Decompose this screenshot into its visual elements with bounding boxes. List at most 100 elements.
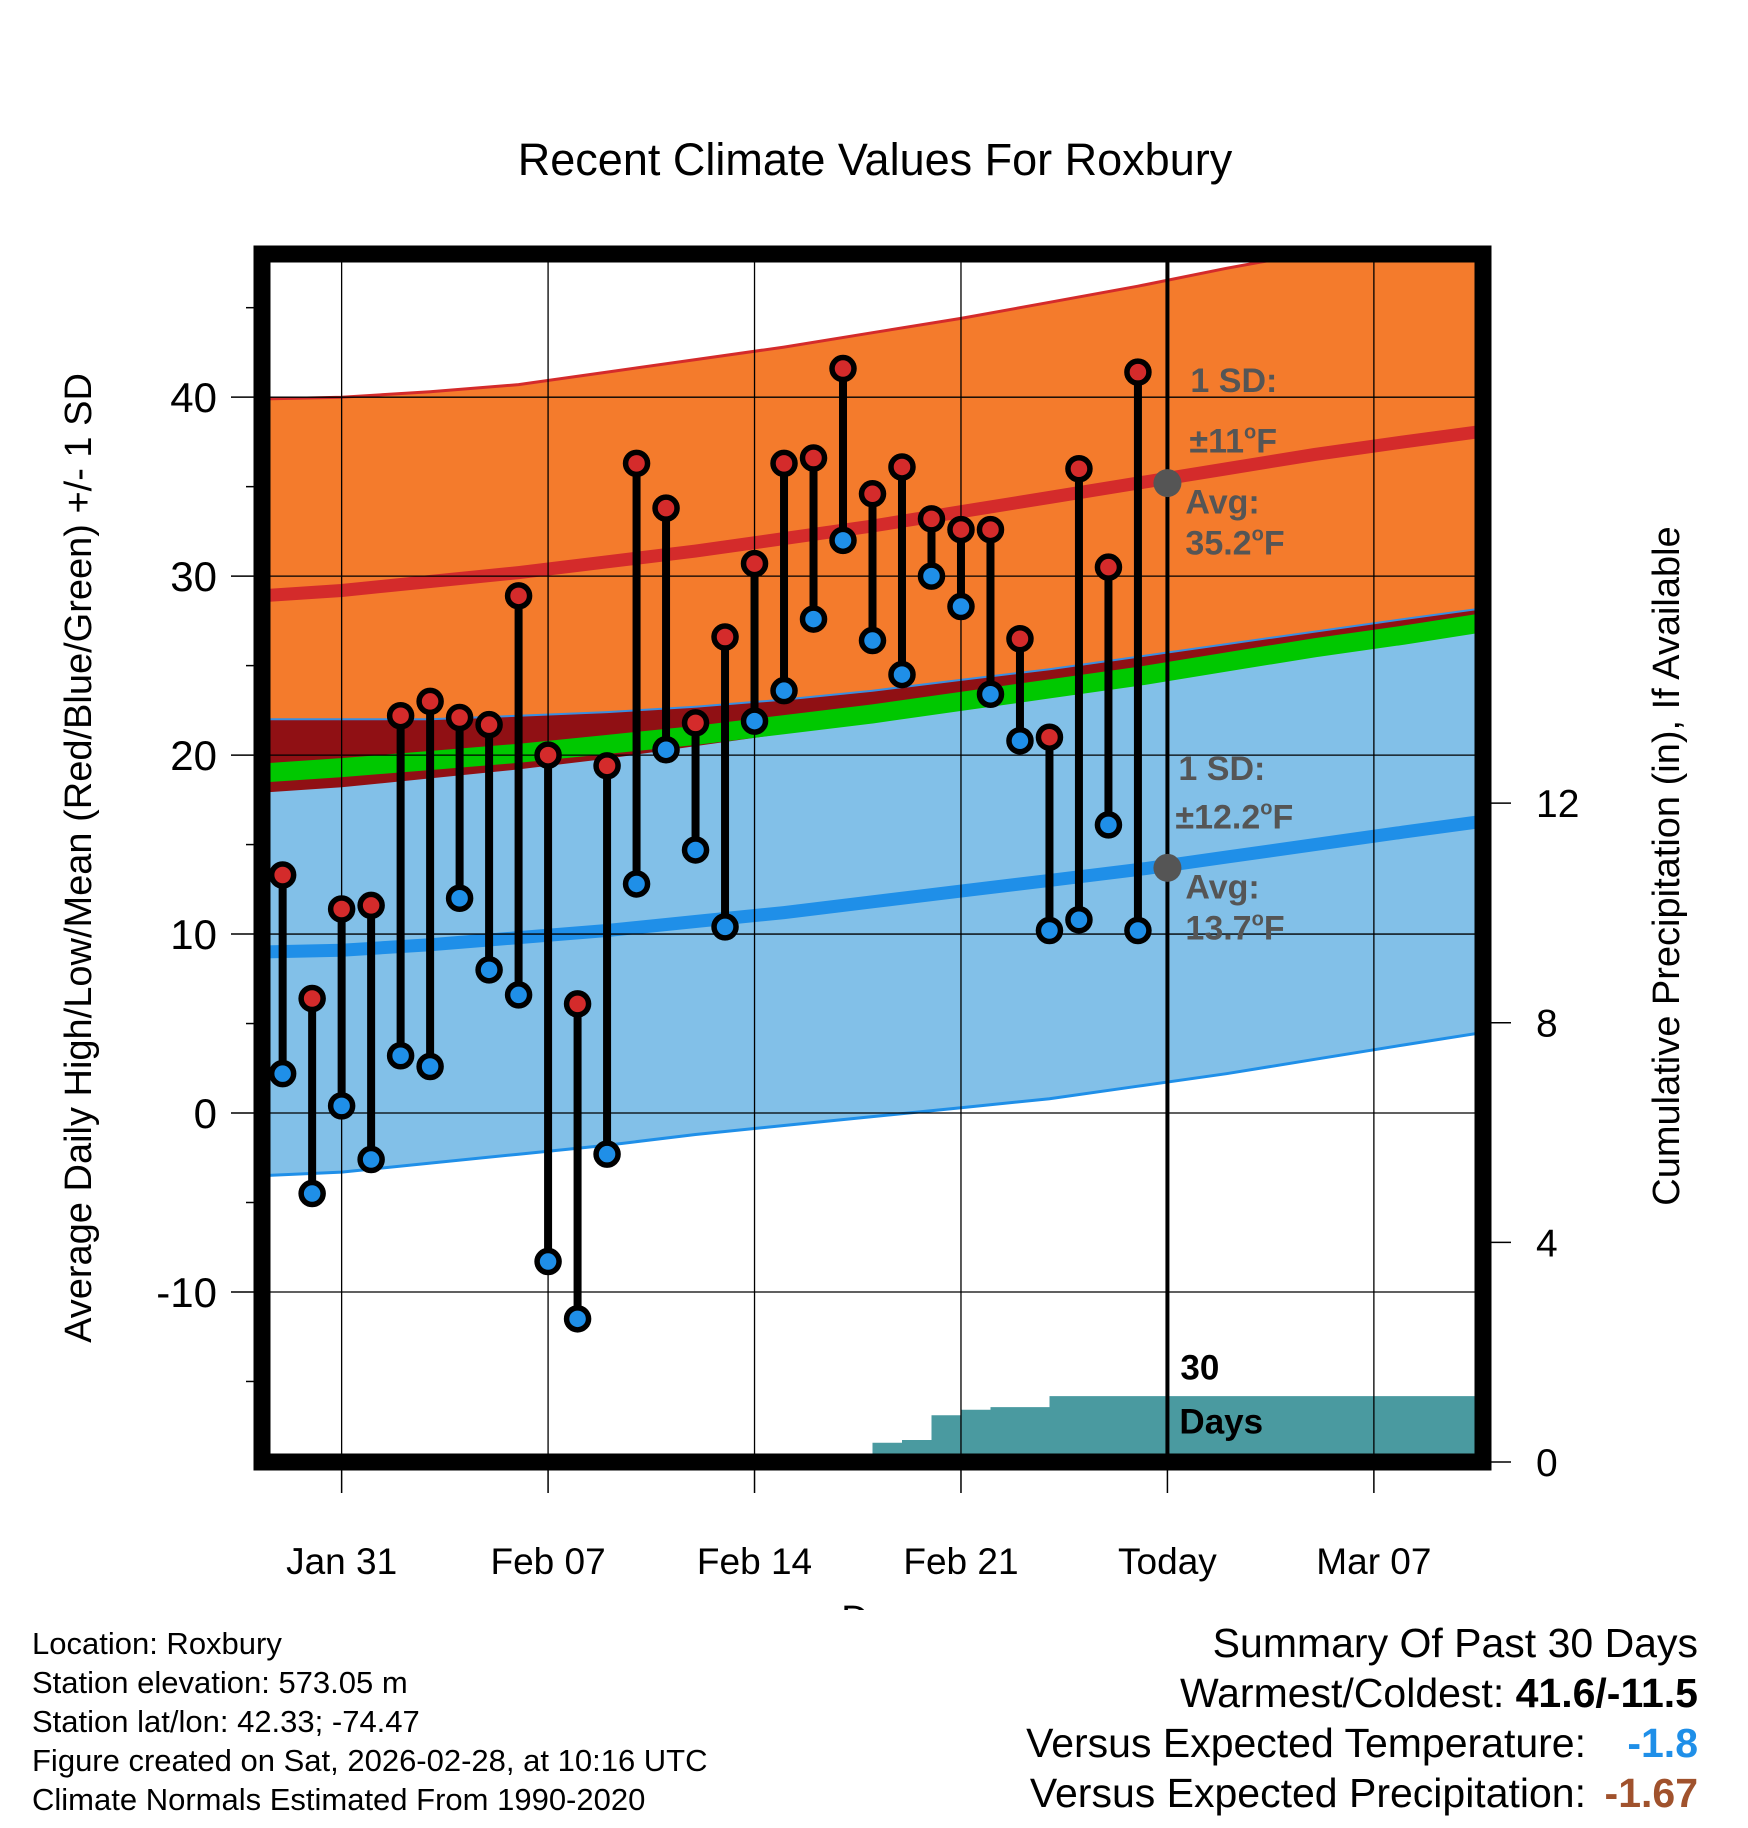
- y2-axis-label: Cumulative Precipitation (in), If Availa…: [1646, 526, 1688, 1205]
- precip-row: Versus Expected Precipitation: -1.67: [1026, 1768, 1698, 1818]
- daily-low-point: [740, 707, 769, 735]
- precip-value: -1.67: [1604, 1770, 1698, 1816]
- x-axis-label: Day: [841, 1599, 909, 1610]
- daily-high-point: [298, 984, 326, 1013]
- normals-text: Climate Normals Estimated From 1990-2020: [32, 1782, 646, 1817]
- daily-low-point: [327, 1092, 356, 1120]
- daily-high-point: [416, 687, 444, 716]
- daily-low-point: [386, 1042, 415, 1070]
- elevation-text: Station elevation: 573.05 m: [32, 1665, 408, 1700]
- daily-high-point: [799, 444, 828, 472]
- station-info: Location: Roxbury Station elevation: 573…: [32, 1624, 708, 1819]
- y-tick-label: -10: [156, 1269, 217, 1316]
- daily-low-point: [1065, 905, 1093, 934]
- daily-high-point: [445, 703, 474, 732]
- daily-high-point: [622, 449, 651, 478]
- high-sd-value: ±11oF: [1189, 422, 1277, 461]
- daily-low-point: [534, 1247, 562, 1276]
- y2-tick-label: 12: [1536, 783, 1579, 826]
- daily-low-point: [1124, 916, 1152, 945]
- daily-low-point: [357, 1145, 385, 1174]
- daily-low-point: [681, 836, 710, 864]
- daily-high-point: [829, 354, 857, 383]
- daily-high-point: [593, 752, 621, 780]
- summary-title: Summary Of Past 30 Days: [1212, 1620, 1698, 1666]
- y2-tick-label: 8: [1536, 1003, 1558, 1046]
- y-tick-label: 40: [170, 374, 217, 421]
- daily-low-point: [268, 1059, 297, 1088]
- low-avg-dot: [1153, 853, 1182, 882]
- daily-low-point: [475, 956, 503, 984]
- daily-high-point: [652, 494, 680, 522]
- daily-high-point: [711, 623, 739, 651]
- precip-label: Versus Expected Precipitation:: [1029, 1770, 1586, 1816]
- daily-low-point: [770, 676, 798, 705]
- y2-tick-label: 0: [1536, 1442, 1558, 1485]
- daily-low-point: [858, 626, 887, 655]
- daily-low-point: [652, 735, 680, 764]
- y-tick-label: 10: [170, 911, 217, 958]
- high-plus-sd-line: [266, 258, 1292, 401]
- temp-value: -1.8: [1627, 1720, 1698, 1766]
- daily-low-point: [593, 1140, 621, 1168]
- daily-low-point: [622, 870, 651, 898]
- warm-cold-value: 41.6/-11.5: [1515, 1670, 1698, 1716]
- low-sd-value: ±12.2oF: [1175, 797, 1293, 836]
- daily-high-point: [357, 891, 385, 920]
- daily-low-point: [829, 526, 857, 555]
- daily-high-point: [681, 709, 710, 737]
- daily-high-point: [917, 505, 946, 533]
- daily-high-point: [1065, 455, 1093, 483]
- days-label-text: Days: [1179, 1402, 1263, 1441]
- daily-low-point: [947, 592, 975, 621]
- daily-high-point: [1094, 553, 1123, 581]
- warm-cold-label: Warmest/Coldest:: [1179, 1670, 1516, 1716]
- daily-low-point: [976, 680, 1005, 708]
- daily-high-point: [327, 895, 356, 923]
- daily-high-point: [268, 861, 297, 889]
- y2-tick-label: 4: [1536, 1222, 1558, 1265]
- daily-high-point: [386, 701, 415, 730]
- daily-low-point: [1094, 811, 1123, 839]
- days-label-number: 30: [1180, 1349, 1219, 1388]
- chart-title: Recent Climate Values For Roxbury: [518, 134, 1233, 185]
- high-avg-label: Avg:: [1185, 483, 1259, 521]
- daily-high-point: [858, 480, 887, 508]
- daily-low-point: [888, 660, 916, 689]
- daily-high-point: [534, 741, 562, 769]
- created-text: Figure created on Sat, 2026-02-28, at 10…: [32, 1743, 708, 1778]
- low-avg-value: 13.7oF: [1185, 908, 1284, 947]
- low-avg-label: Avg:: [1185, 868, 1259, 906]
- low-minus-sd-line: [266, 1031, 1478, 1178]
- bottom-axis: Jan 31 Feb 07 Feb 14 Feb 21 Today Mar 07: [286, 1470, 1431, 1582]
- plot-frame: [253, 245, 1492, 1471]
- warm-cold-row: Warmest/Coldest: 41.6/-11.5: [1026, 1668, 1698, 1718]
- y-tick-label: 0: [194, 1090, 217, 1137]
- high-avg-dot: [1153, 469, 1182, 498]
- daily-low-point: [711, 913, 739, 941]
- location-text: Location: Roxbury: [32, 1626, 282, 1661]
- daily-bars: [268, 354, 1152, 1333]
- high-sd-label: 1 SD:: [1190, 362, 1277, 400]
- y-tick-label: 30: [170, 553, 217, 600]
- daily-high-point: [976, 515, 1005, 544]
- daily-low-point: [504, 981, 533, 1009]
- daily-high-point: [770, 449, 798, 478]
- temp-label: Versus Expected Temperature:: [1026, 1720, 1586, 1766]
- latlon-text: Station lat/lon: 42.33; -74.47: [32, 1704, 420, 1739]
- x-tick-label: Feb 21: [903, 1541, 1018, 1582]
- normal-low-line: [266, 815, 1478, 959]
- daily-high-point: [947, 515, 975, 544]
- y-tick-label: 20: [170, 732, 217, 779]
- summary-panel: Summary Of Past 30 Days Warmest/Coldest:…: [1026, 1618, 1698, 1818]
- x-tick-label: Jan 31: [286, 1541, 397, 1582]
- x-tick-label: Feb 14: [697, 1541, 812, 1582]
- daily-low-point: [1035, 916, 1064, 945]
- daily-high-point: [475, 710, 503, 739]
- temp-row: Versus Expected Temperature: -1.8: [1026, 1718, 1698, 1768]
- left-axis: -10 0 10 20 30 40: [156, 306, 254, 1383]
- daily-low-point: [416, 1052, 444, 1081]
